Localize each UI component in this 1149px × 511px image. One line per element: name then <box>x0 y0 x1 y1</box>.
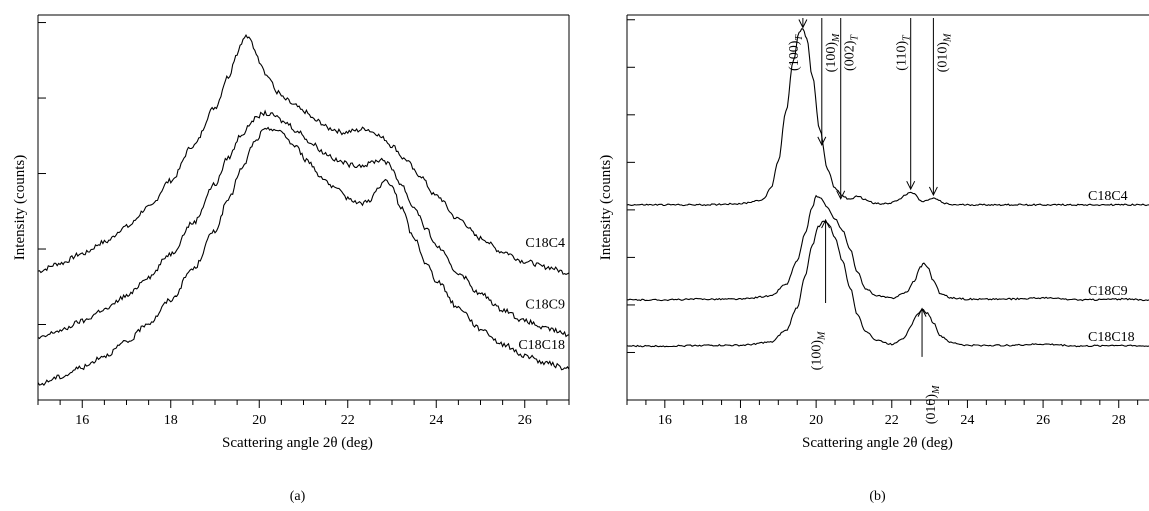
series-line-c18c4 <box>626 28 1149 207</box>
peak-annotation: (010)M <box>928 18 953 197</box>
x-axis-label: Scattering angle 2θ (deg) <box>802 435 953 451</box>
x-tick-label: 16 <box>75 413 89 428</box>
annotation-label: (110)T <box>895 34 913 71</box>
x-tick-label: 28 <box>1112 413 1126 428</box>
peak-annotation: (100)T <box>787 18 808 71</box>
series-label: C18C9 <box>1088 284 1128 299</box>
x-tick-label: 18 <box>733 413 747 428</box>
x-tick-label: 18 <box>164 413 178 428</box>
x-tick-label: 24 <box>960 413 974 428</box>
series-label: C18C18 <box>1088 330 1135 345</box>
x-tick-label: 20 <box>252 413 266 428</box>
panel-a: 16 18 20 22 24 26 Scattering angle 2θ (deg) Int… <box>12 14 570 504</box>
series-label: C18C18 <box>518 338 565 353</box>
panel-b: 16 18 20 22 24 26 28 Scattering angle 2θ (deg) I… <box>598 14 1149 504</box>
series-label: C18C9 <box>525 298 565 313</box>
x-tick-label: 16 <box>658 413 672 428</box>
annotation-arrowhead <box>906 180 916 191</box>
annotation-label: (100)M <box>824 33 842 72</box>
annotation-arrowhead <box>836 190 846 200</box>
annotation-arrowhead <box>928 186 938 197</box>
annotation-arrowhead <box>917 307 927 317</box>
y-axis-label: Intensity (counts) <box>12 155 28 260</box>
peak-annotation: (100)M <box>810 218 831 370</box>
x-tick-label: 20 <box>809 413 823 428</box>
series-line-c18c9 <box>37 109 570 340</box>
series-line-c18c4 <box>37 33 570 276</box>
series-label: C18C4 <box>1088 189 1128 204</box>
annotation-label: (100)T <box>787 34 805 71</box>
x-tick-label: 22 <box>885 413 899 428</box>
peak-annotation: (100)M <box>817 18 842 147</box>
annotation-label: (010)M <box>924 385 942 424</box>
annotation-label: (002)T <box>843 34 861 71</box>
series-line-c18c18 <box>626 220 1149 348</box>
peak-annotation: (110)T <box>895 18 916 191</box>
annotation-arrowhead <box>817 136 827 147</box>
peak-annotation: (002)T <box>836 18 861 200</box>
x-tick-label: 26 <box>518 413 532 428</box>
series-line-c18c18 <box>37 126 570 386</box>
annotation-arrowhead <box>798 19 808 29</box>
series-line-c18c9 <box>627 194 1149 302</box>
x-tick-label: 22 <box>341 413 355 428</box>
peak-annotation: (010)M <box>917 307 942 424</box>
panel-label: (a) <box>290 489 306 504</box>
y-axis-label: Intensity (counts) <box>598 155 614 260</box>
annotation-label: (100)M <box>810 331 828 370</box>
annotation-label: (010)M <box>935 33 953 72</box>
panel-label: (b) <box>869 489 886 504</box>
annotation-arrowhead <box>821 218 831 229</box>
x-axis-label: Scattering angle 2θ (deg) <box>222 435 373 451</box>
x-tick-label: 26 <box>1036 413 1050 428</box>
series-label: C18C4 <box>525 236 565 251</box>
x-tick-label: 24 <box>429 413 443 428</box>
